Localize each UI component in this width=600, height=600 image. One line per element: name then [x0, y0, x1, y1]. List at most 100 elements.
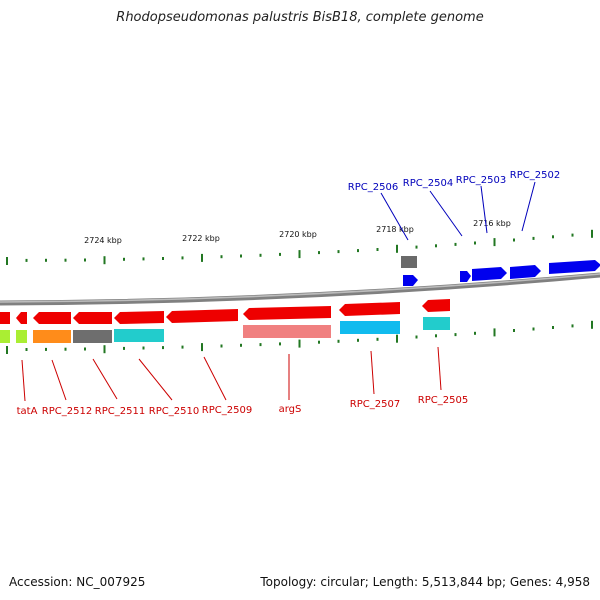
minor-tick	[181, 256, 184, 260]
gene-arrow-edge[interactable]	[0, 312, 10, 324]
gene-arrow-rpc-2510[interactable]	[114, 311, 164, 324]
minor-tick	[415, 335, 418, 339]
genome-backbone	[0, 272, 600, 306]
leader-line	[51, 359, 67, 401]
minor-tick	[162, 346, 164, 350]
gene-arrow-rpc-2502[interactable]	[549, 260, 600, 274]
minor-tick	[474, 331, 476, 335]
cog-block-lime[interactable]	[16, 330, 27, 343]
major-tick	[591, 229, 593, 238]
major-tick	[396, 244, 398, 253]
forward-label-leaders	[380, 181, 536, 241]
minor-tick	[357, 338, 359, 342]
minor-tick	[454, 333, 457, 337]
lower-tick-row	[6, 320, 593, 354]
gene-arrow-small[interactable]	[460, 271, 471, 282]
cog-block-orange[interactable]	[33, 330, 71, 343]
gene-label-rpc-2509[interactable]: RPC_2509	[202, 405, 252, 416]
minor-tick	[376, 337, 379, 341]
major-tick	[298, 339, 301, 348]
cog-block-pink[interactable]	[243, 325, 331, 338]
forward-gene-labels: RPC_2506 RPC_2504 RPC_2503 RPC_2502	[348, 170, 560, 193]
gene-label-rpc-2507[interactable]: RPC_2507	[350, 399, 400, 410]
upper-tick-row	[6, 229, 593, 265]
leader-line	[429, 190, 463, 237]
minor-tick	[376, 248, 379, 251]
major-tick	[103, 256, 106, 265]
gene-label-rpc-2504[interactable]: RPC_2504	[403, 178, 453, 189]
minor-tick	[84, 258, 86, 262]
minor-tick	[532, 236, 535, 240]
minor-tick	[435, 334, 437, 338]
major-tick	[201, 343, 203, 352]
minor-tick	[259, 343, 262, 347]
minor-tick	[123, 346, 125, 350]
minor-tick	[240, 254, 242, 258]
gene-arrow-rpc-2505[interactable]	[422, 299, 450, 312]
minor-tick	[337, 339, 340, 343]
gene-arrow-rpc-2504[interactable]	[472, 267, 507, 281]
minor-tick	[435, 244, 437, 248]
minor-tick	[474, 241, 476, 245]
minor-tick	[123, 257, 125, 261]
minor-tick	[45, 347, 47, 351]
minor-tick	[259, 253, 262, 257]
minor-tick	[318, 340, 320, 344]
leader-line	[437, 346, 442, 391]
minor-tick	[240, 343, 242, 347]
minor-tick	[220, 255, 223, 259]
gene-label-rpc-2510[interactable]: RPC_2510	[149, 406, 199, 417]
reverse-cog-blocks	[0, 317, 450, 343]
scale-labels: 2724 kbp 2722 kbp 2720 kbp 2718 kbp 2716…	[84, 219, 511, 245]
minor-tick	[357, 249, 359, 253]
cog-block-lightblue[interactable]	[340, 321, 400, 334]
minor-tick	[142, 346, 145, 350]
minor-tick	[25, 258, 28, 262]
gene-arrow-rpc-2507[interactable]	[339, 302, 400, 316]
cog-block-cyan[interactable]	[423, 317, 450, 330]
scale-label-2724: 2724 kbp	[84, 236, 122, 245]
scale-label-2718: 2718 kbp	[376, 225, 414, 234]
reverse-gene-labels: tatA RPC_2512 RPC_2511 RPC_2510 RPC_2509…	[17, 395, 469, 417]
cog-block-lime[interactable]	[0, 330, 10, 343]
gene-arrow-rpc-2512[interactable]	[33, 312, 71, 324]
minor-tick	[279, 252, 281, 256]
gene-arrow-args[interactable]	[243, 306, 331, 320]
minor-tick	[415, 245, 418, 249]
major-tick	[493, 328, 496, 337]
gene-label-rpc-2511[interactable]: RPC_2511	[95, 406, 145, 417]
leader-line	[370, 350, 375, 395]
gene-label-rpc-2512[interactable]: RPC_2512	[42, 406, 92, 417]
gene-arrow-tata[interactable]	[16, 312, 27, 324]
gene-label-rpc-2503[interactable]: RPC_2503	[456, 175, 506, 186]
leader-line	[203, 356, 227, 401]
cog-block-cyan[interactable]	[114, 329, 164, 342]
minor-tick	[162, 257, 164, 260]
gene-arrow-rpc-2503[interactable]	[510, 265, 541, 279]
minor-tick	[84, 347, 86, 351]
gene-arrow-rpc-2511[interactable]	[73, 312, 112, 324]
minor-tick	[454, 242, 457, 246]
minor-tick	[64, 258, 67, 262]
gene-label-tata[interactable]: tatA	[17, 406, 38, 417]
minor-tick	[337, 250, 340, 254]
accession-text: Accession: NC_007925	[9, 575, 146, 589]
gene-label-args[interactable]: argS	[279, 404, 302, 415]
genome-backbone-highlight	[0, 273, 600, 303]
gene-cog-block[interactable]	[401, 256, 417, 268]
gene-label-rpc-2502[interactable]: RPC_2502	[510, 170, 560, 181]
gene-label-rpc-2505[interactable]: RPC_2505	[418, 395, 468, 406]
leader-line	[138, 358, 173, 401]
gene-arrow-rpc-2506[interactable]	[403, 275, 418, 286]
leader-line	[521, 181, 536, 232]
minor-tick	[142, 257, 145, 261]
major-tick	[103, 345, 106, 354]
reverse-genes	[0, 299, 450, 324]
minor-tick	[571, 324, 574, 328]
gene-label-rpc-2506[interactable]: RPC_2506	[348, 182, 398, 193]
gene-arrow-rpc-2509[interactable]	[166, 309, 238, 323]
cog-block-gray[interactable]	[73, 330, 112, 343]
major-tick	[493, 238, 496, 247]
